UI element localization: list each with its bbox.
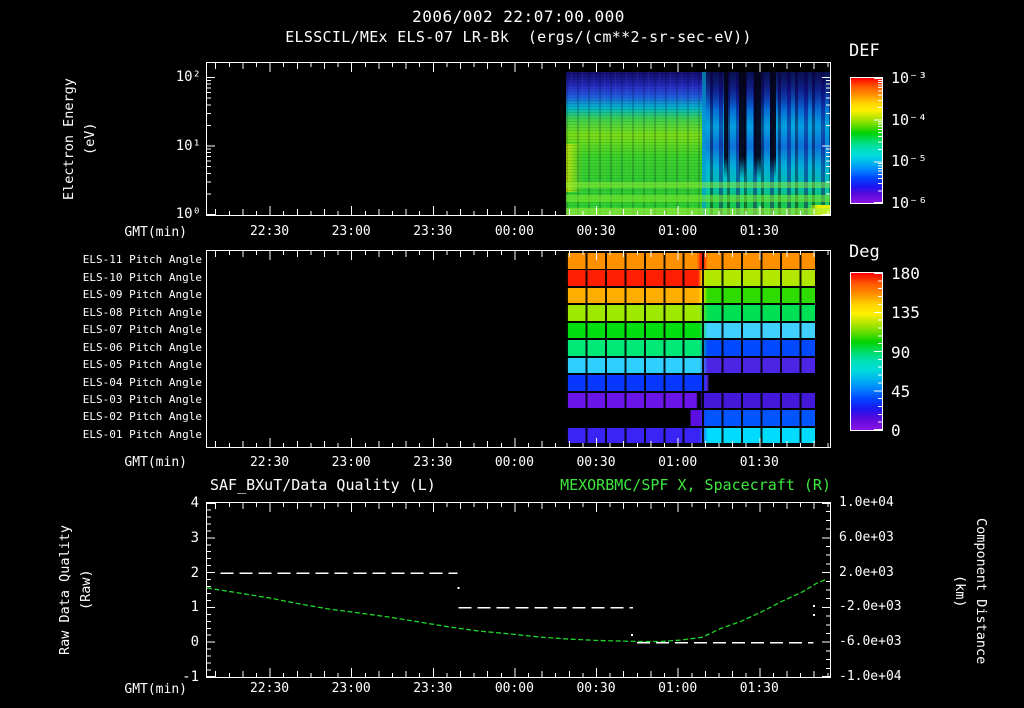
- deg-colorbar-ticks: [874, 273, 882, 430]
- deg-colorbar-tick-45: 45: [891, 381, 911, 401]
- distance-ytick-1: 6.0e+03: [839, 529, 894, 545]
- energy-ytick-1: 10⁰: [175, 206, 201, 222]
- distance-axis-label: Component Distance (km): [938, 498, 1002, 684]
- page-subtitle: ELSSCIL/MEx ELS-07 LR-Bk (ergs/(cm**2-sr…: [285, 28, 752, 46]
- quality-axis-label-text: Raw Data Quality: [57, 524, 74, 656]
- energy-axis-label-text: Electron Energy: [61, 78, 78, 200]
- quality-axis-units: (Raw): [78, 569, 94, 611]
- energy-ytick-10: 10¹: [175, 137, 201, 154]
- quality-ytick-4: 4: [190, 495, 199, 511]
- distance-ytick-3: -2.0e+03: [839, 599, 902, 615]
- def-colorbar-ticks: [874, 78, 882, 203]
- def-colorbar-tick-1: 10⁻⁴: [891, 110, 928, 129]
- energy-panel-tick-label-2300: 23:00: [331, 224, 371, 239]
- gmt-axis-label-middle: GMT(min): [124, 455, 187, 470]
- low-energy-bright-bands: [566, 72, 830, 215]
- pitch-panel-tick-label-2330: 23:30: [413, 455, 453, 470]
- quality-panel-tick-label-0030: 00:30: [576, 681, 616, 696]
- stray-quality-point-0: [457, 586, 460, 589]
- row-label-els-10: ELS-10 Pitch Angle: [82, 270, 202, 284]
- quality-panel-tick-label-0100: 01:00: [658, 681, 698, 696]
- energy-spectrogram-panel: [206, 62, 831, 216]
- distance-ytick-4: -6.0e+03: [839, 634, 902, 650]
- distance-series-title: MEXORBMC/SPF X, Spacecraft (R): [560, 476, 831, 494]
- energy-panel-tick-label-0000: 00:00: [494, 224, 534, 239]
- quality-panel-tick-label-0000: 00:00: [494, 681, 534, 696]
- def-colorbar-tick-3: 10⁻⁶: [891, 194, 928, 212]
- energy-panel-tick-label-2330: 23:30: [413, 224, 453, 239]
- pitch-panel-tick-label-0130: 01:30: [739, 455, 779, 470]
- pitch-angle-panel: [206, 250, 831, 448]
- spectrogram-data-region: [566, 72, 830, 215]
- deg-colorbar-tick-90: 90: [891, 342, 911, 362]
- distance-ytick-5: -1.0e+04: [839, 669, 902, 684]
- row-label-els-11: ELS-11 Pitch Angle: [82, 253, 202, 267]
- row-label-els-09: ELS-09 Pitch Angle: [82, 288, 202, 302]
- pitch-panel-tick-label-0030: 00:30: [576, 455, 616, 470]
- row-label-els-02: ELS-02 Pitch Angle: [82, 410, 202, 424]
- quality-ytick-2: 2: [190, 564, 199, 581]
- deg-colorbar-tick-180: 180: [891, 264, 920, 283]
- page-title: 2006/002 22:07:00.000: [412, 7, 625, 26]
- energy-panel-tick-label-0100: 01:00: [658, 224, 698, 239]
- quality-series-title: SAF_BXuT/Data Quality (L): [210, 476, 436, 494]
- distance-ytick-0: 1.0e+04: [839, 495, 894, 510]
- pitch-cell-grid: [566, 253, 816, 445]
- energy-ytick-100: 10²: [175, 69, 201, 85]
- row-label-els-08: ELS-08 Pitch Angle: [82, 305, 202, 319]
- distance-ytick-2: 2.0e+03: [839, 564, 894, 580]
- pitch-panel-tick-label-0000: 00:00: [494, 455, 534, 470]
- quality-panel-tick-label-2330: 23:30: [413, 681, 453, 696]
- stray-quality-point-2: [813, 605, 816, 608]
- deg-colorbar: [850, 272, 883, 431]
- energy-axis-units: (eV): [82, 122, 98, 156]
- gmt-axis-label-top: GMT(min): [124, 225, 187, 240]
- row-label-els-01: ELS-01 Pitch Angle: [82, 427, 202, 441]
- quality-ytick-0: 0: [190, 634, 199, 651]
- row-label-els-07: ELS-07 Pitch Angle: [82, 323, 202, 337]
- deg-colorbar-tick-135: 135: [891, 303, 920, 323]
- pitch-panel-tick-label-2300: 23:00: [331, 455, 371, 470]
- energy-panel-tick-label-0130: 01:30: [739, 224, 779, 239]
- spacecraft-distance-curve: [207, 578, 828, 643]
- gmt-axis-label-bottom: GMT(min): [124, 682, 187, 697]
- distance-axis-label-text: Component Distance: [972, 517, 989, 665]
- row-label-els-03: ELS-03 Pitch Angle: [82, 393, 202, 406]
- quality-ytick-3: 3: [190, 529, 199, 546]
- quality-distance-panel: [206, 502, 831, 678]
- quality-ytick--1: -1: [182, 669, 199, 685]
- energy-panel-tick-label-0030: 00:30: [576, 224, 616, 239]
- energy-panel-tick-label-2230: 22:30: [249, 224, 290, 239]
- stray-quality-point-1: [631, 633, 634, 636]
- row-label-els-05: ELS-05 Pitch Angle: [82, 358, 202, 372]
- deg-colorbar-title: Deg: [849, 242, 880, 262]
- def-colorbar-title: DEF: [849, 41, 880, 61]
- quality-panel-axes: [207, 503, 830, 677]
- def-colorbar-tick-0: 10⁻³: [891, 69, 928, 87]
- deg-colorbar-tick-0: 0: [891, 421, 901, 440]
- quality-panel-tick-label-2300: 23:00: [331, 681, 371, 696]
- row-label-els-06: ELS-06 Pitch Angle: [82, 340, 202, 354]
- distance-axis-units: (km): [952, 574, 968, 608]
- def-colorbar-tick-2: 10⁻⁵: [891, 152, 928, 171]
- pitch-panel-tick-label-2230: 22:30: [249, 455, 290, 470]
- quality-axis-label: Raw Data Quality (Raw): [44, 502, 108, 678]
- quality-panel-tick-label-0130: 01:30: [739, 681, 779, 696]
- stray-quality-point-3: [813, 614, 816, 617]
- def-colorbar: [850, 77, 883, 204]
- row-label-els-04: ELS-04 Pitch Angle: [82, 375, 202, 389]
- energy-axis-label: Electron Energy (eV): [48, 62, 112, 216]
- quality-panel-tick-label-2230: 22:30: [249, 681, 290, 696]
- pitch-panel-tick-label-0100: 01:00: [658, 455, 698, 470]
- quality-ytick-1: 1: [190, 599, 199, 616]
